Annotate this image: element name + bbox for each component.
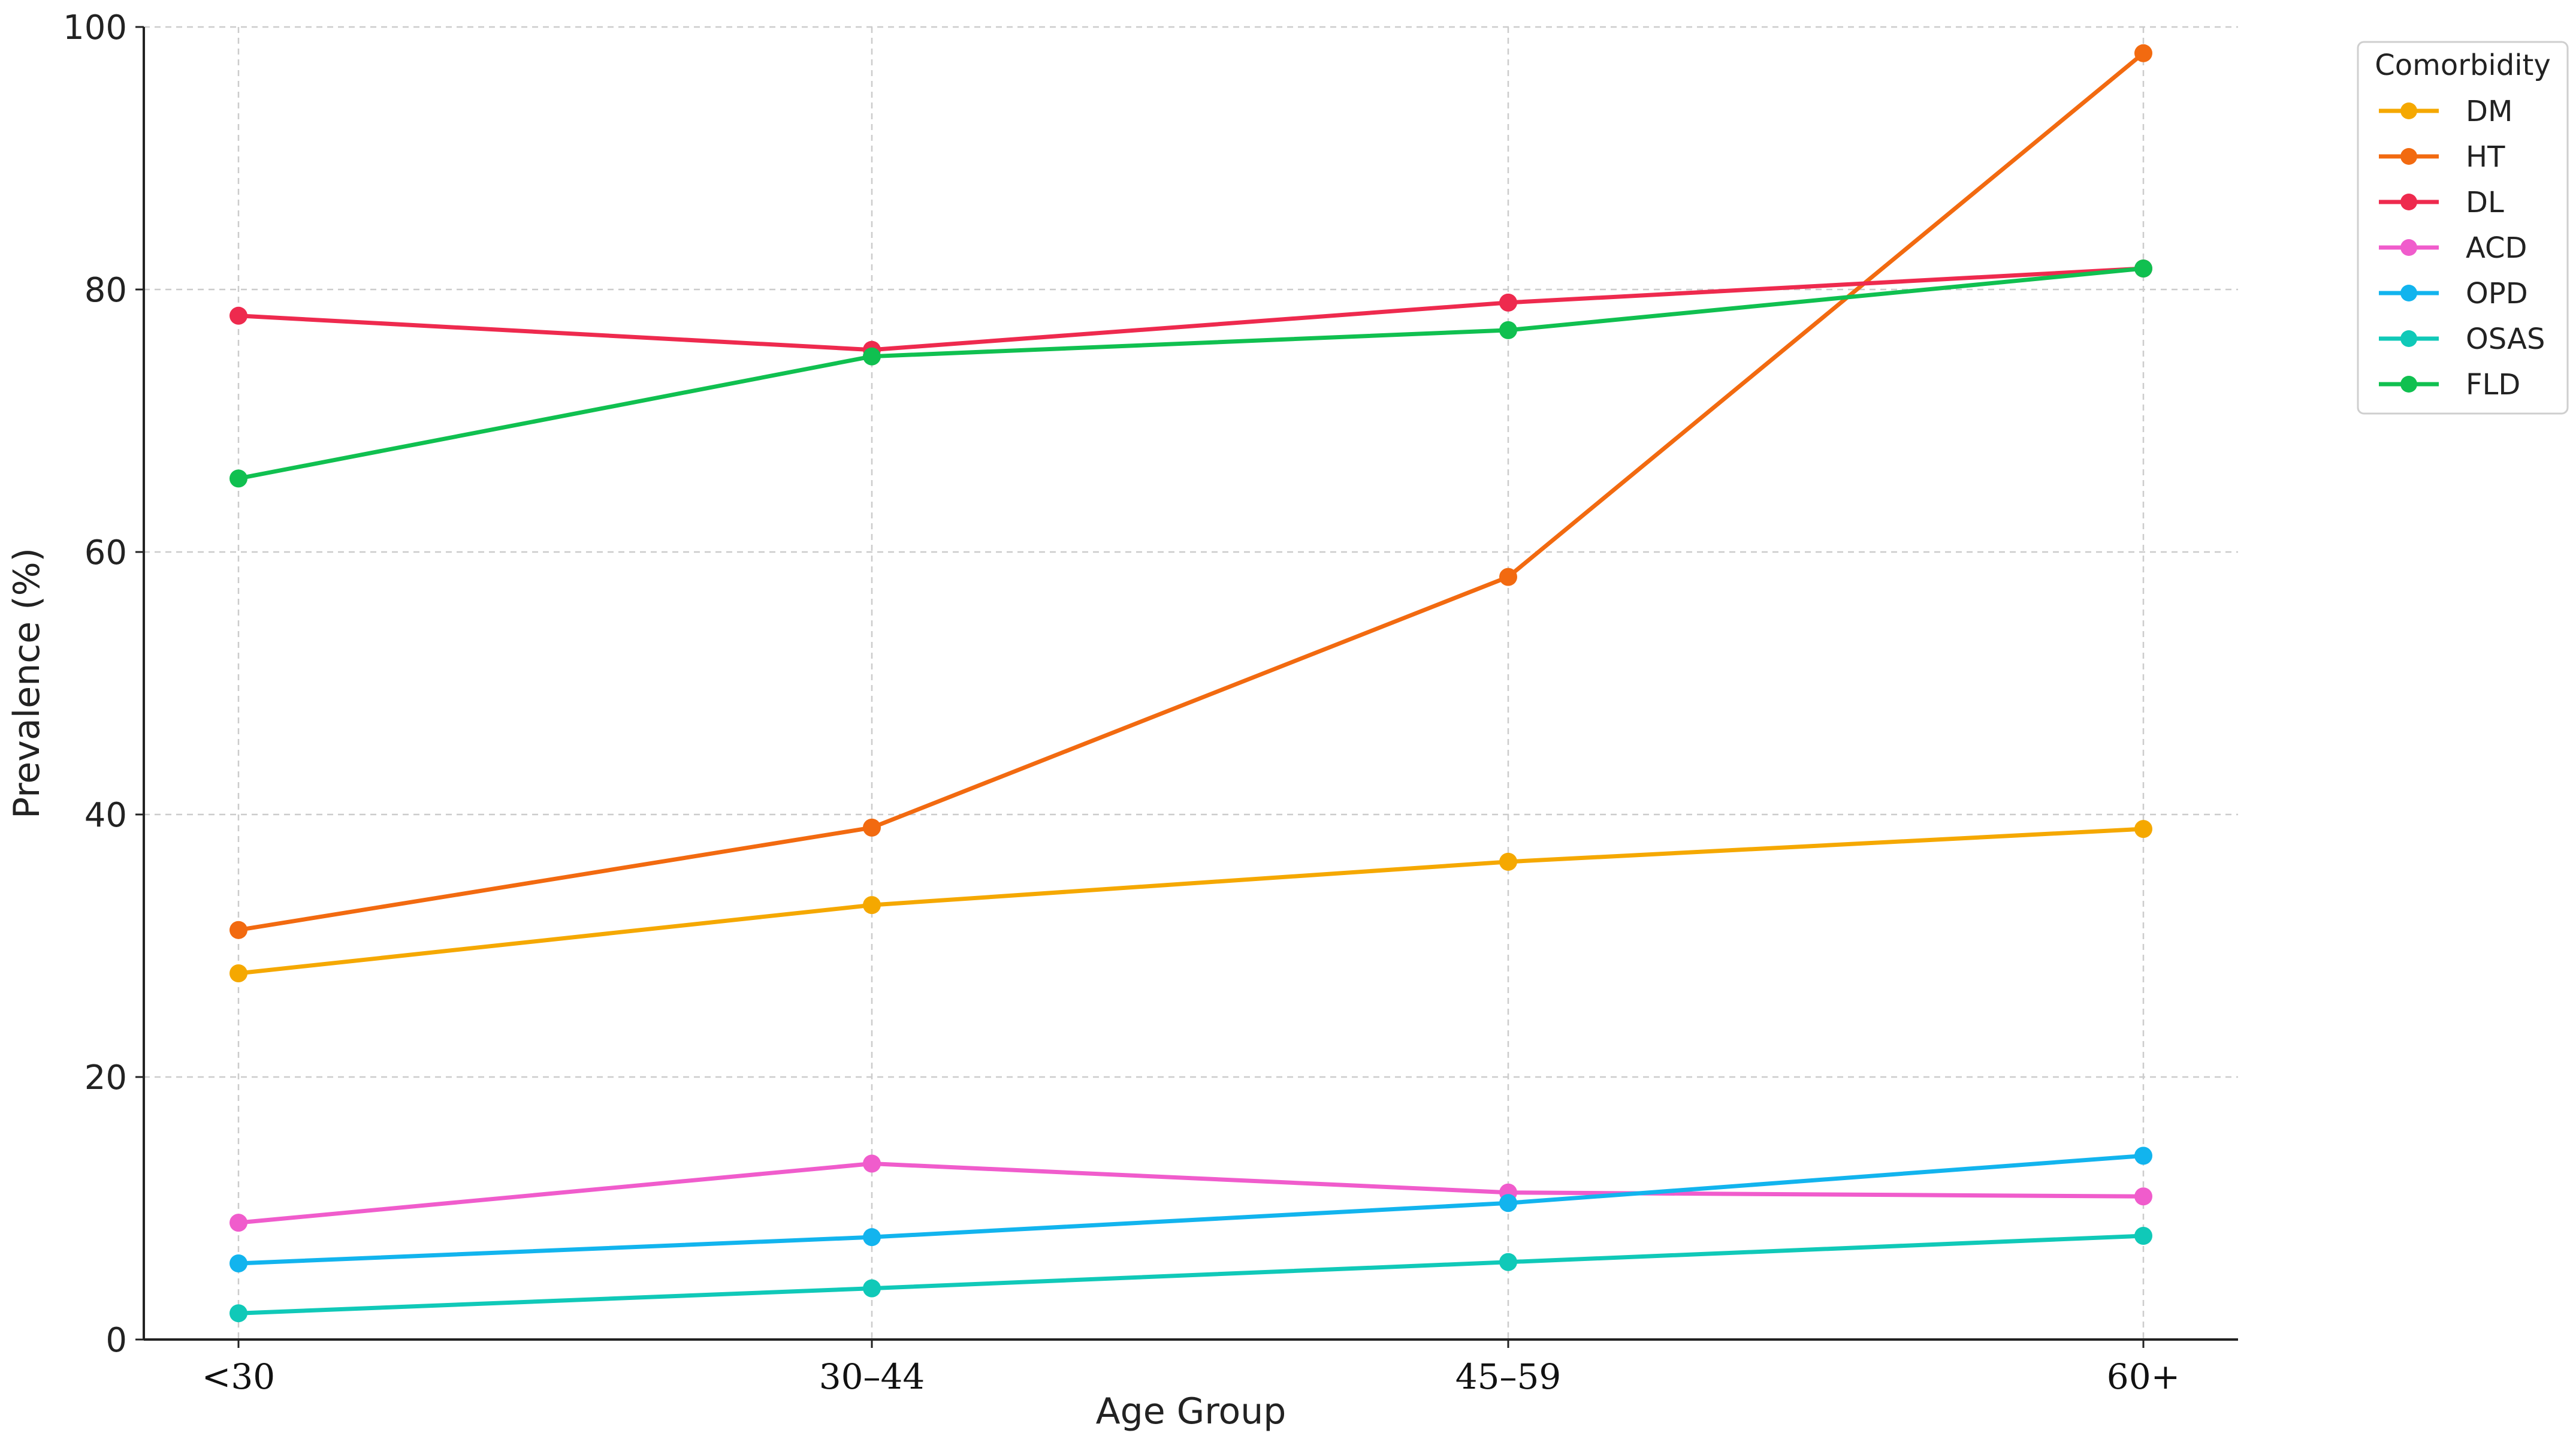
legend-item-ht: HT [2379,140,2505,174]
legend-label: FLD [2466,368,2520,402]
legend-item-dm: DM [2379,95,2512,128]
y-axis-title: Prevalence (%) [6,548,48,819]
x-axis-ticks: <30 30–44 45–59 60+ [202,1340,2180,1397]
y-axis-ticks: 0 20 40 60 80 100 [63,8,144,1360]
legend-item-fld: FLD [2379,368,2520,402]
data-point-osas [229,1304,247,1323]
data-point-osas [2134,1226,2152,1245]
series-line-fld [236,266,2146,481]
data-point-acd [229,1214,247,1232]
series-fld [229,259,2152,488]
y-tick-label: 20 [84,1058,127,1097]
legend-box [2357,41,2569,415]
legend-swatch-marker [2400,102,2417,119]
legend-item-acd: ACD [2379,231,2527,265]
series-line-dm [236,826,2146,976]
legend-label: ACD [2466,231,2527,265]
data-point-dl [1499,293,1517,312]
legend-label: HT [2466,140,2505,174]
x-tick-label: 60+ [2107,1356,2180,1397]
data-point-ht [1499,568,1517,586]
data-point-ht [863,818,881,837]
legend-items: DM HT DL ACD OPD OSAS FLD [2379,95,2545,402]
legend-label: DL [2466,186,2504,219]
series-line-opd [236,1153,2146,1266]
legend-swatch-marker [2400,239,2417,256]
legend: Comorbidity DM HT DL ACD OPD OSAS FLD [2357,41,2569,415]
data-point-opd [1499,1194,1517,1212]
x-tick-label: <30 [202,1356,275,1397]
legend-swatch-marker [2400,194,2417,210]
legend-item-dl: DL [2379,186,2504,219]
data-point-opd [863,1228,881,1247]
data-point-fld [863,347,881,366]
legend-swatch-marker [2400,148,2417,165]
series-osas [229,1226,2152,1323]
data-point-acd [2134,1187,2152,1206]
x-axis-title: Age Group [1096,1390,1287,1432]
y-tick-label: 60 [84,533,127,572]
y-tick-label: 80 [84,271,127,310]
legend-swatch-marker [2400,376,2417,393]
grid-lines [144,26,2238,1340]
x-tick-label: 45–59 [1455,1356,1562,1397]
series-line-osas [236,1233,2146,1316]
data-point-dl [229,306,247,325]
data-point-opd [2134,1147,2152,1165]
series-dm [229,820,2152,982]
series-line-ht [236,51,2146,933]
data-point-osas [1499,1253,1517,1271]
data-point-acd [863,1154,881,1173]
data-point-dm [1499,852,1517,871]
data-point-dm [2134,820,2152,838]
data-point-ht [2134,44,2152,62]
series-opd [229,1147,2152,1272]
series-line-acd [236,1162,2146,1225]
legend-label: DM [2466,95,2512,128]
data-point-dm [229,964,247,982]
data-point-osas [863,1279,881,1298]
data-point-fld [229,469,247,488]
axes [143,27,2238,1341]
data-point-dm [863,896,881,915]
series-line-dl [236,266,2146,352]
series-ht [229,44,2152,939]
series-lines [229,44,2152,1323]
legend-label: OSAS [2466,322,2545,356]
legend-swatch-marker [2400,285,2417,301]
y-tick-label: 0 [105,1321,127,1360]
legend-title: Comorbidity [2375,49,2551,82]
legend-item-osas: OSAS [2379,322,2545,356]
data-point-ht [229,921,247,939]
x-tick-label: 30–44 [819,1356,925,1397]
legend-label: OPD [2466,277,2528,310]
legend-swatch-marker [2400,330,2417,347]
series-acd [229,1154,2152,1232]
legend-item-opd: OPD [2379,277,2528,310]
data-point-fld [2134,259,2152,277]
data-point-opd [229,1254,247,1272]
y-tick-label: 100 [63,8,127,47]
data-point-fld [1499,321,1517,339]
y-tick-label: 40 [84,796,127,835]
